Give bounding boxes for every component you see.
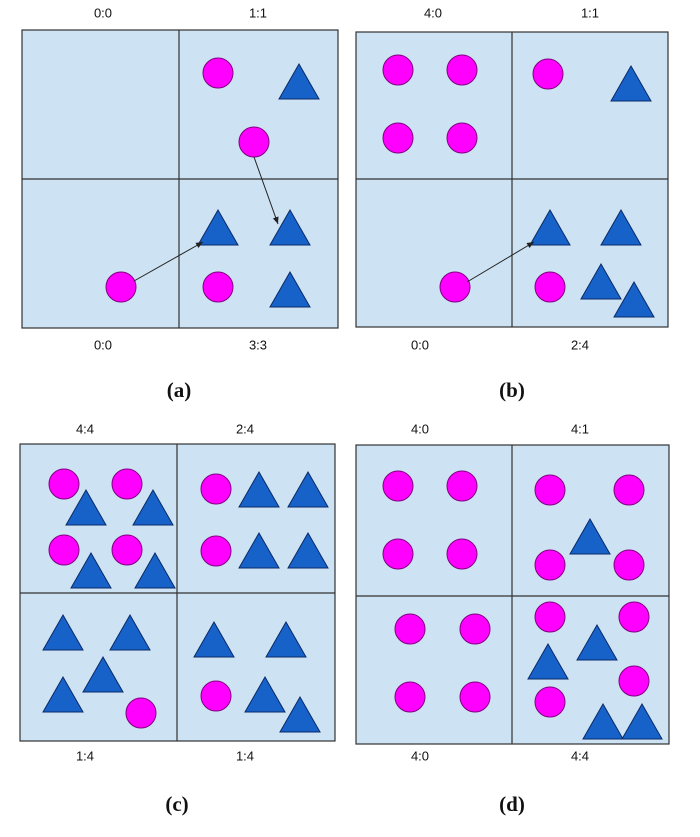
triangle bbox=[610, 64, 652, 102]
quadrant-label: 1:1 bbox=[581, 5, 599, 20]
triangle bbox=[613, 280, 655, 318]
arrow bbox=[253, 156, 279, 225]
triangle bbox=[265, 620, 307, 658]
circle bbox=[105, 271, 137, 303]
triangle bbox=[244, 675, 286, 713]
caption: (a) bbox=[167, 378, 192, 402]
circle bbox=[446, 538, 478, 570]
quadrant-label: 2:4 bbox=[571, 337, 589, 352]
caption: (c) bbox=[165, 792, 188, 816]
quadrant-label: 4:4 bbox=[76, 421, 94, 436]
triangle bbox=[569, 517, 611, 555]
quadrant-label: 4:4 bbox=[571, 748, 589, 763]
triangle bbox=[193, 620, 235, 658]
circle bbox=[382, 54, 414, 86]
quadrant-label: 4:0 bbox=[411, 748, 429, 763]
caption: (d) bbox=[499, 792, 525, 816]
triangle bbox=[70, 551, 112, 589]
circle bbox=[618, 601, 650, 633]
circle bbox=[111, 534, 143, 566]
circle bbox=[532, 58, 564, 90]
triangle bbox=[82, 655, 124, 693]
circle bbox=[202, 271, 234, 303]
caption: (b) bbox=[499, 378, 525, 402]
circle bbox=[534, 271, 566, 303]
triangle bbox=[582, 702, 624, 740]
triangle bbox=[279, 695, 321, 733]
circle bbox=[394, 613, 426, 645]
triangle bbox=[238, 531, 280, 569]
circle bbox=[200, 535, 232, 567]
triangle bbox=[621, 702, 663, 740]
quadrant-label: 4:0 bbox=[411, 421, 429, 436]
triangle bbox=[42, 675, 84, 713]
triangle bbox=[132, 488, 174, 526]
circle bbox=[48, 468, 80, 500]
triangle bbox=[134, 551, 176, 589]
triangle bbox=[269, 208, 311, 246]
triangle bbox=[65, 488, 107, 526]
circle bbox=[200, 473, 232, 505]
circle bbox=[534, 474, 566, 506]
triangle bbox=[580, 262, 622, 300]
circle bbox=[200, 680, 232, 712]
circle bbox=[382, 470, 414, 502]
triangle bbox=[109, 613, 151, 651]
triangle bbox=[42, 613, 84, 651]
triangle bbox=[278, 62, 320, 100]
circle bbox=[613, 549, 645, 581]
circle bbox=[534, 601, 566, 633]
circle bbox=[238, 126, 270, 158]
quadrant-label: 4:0 bbox=[424, 5, 442, 20]
circle bbox=[534, 686, 566, 718]
triangle bbox=[269, 270, 311, 308]
circle bbox=[439, 271, 471, 303]
circle bbox=[613, 474, 645, 506]
arrow bbox=[466, 241, 535, 283]
circle bbox=[459, 613, 491, 645]
circle bbox=[446, 54, 478, 86]
circle bbox=[202, 57, 234, 89]
quadrant-label: 1:4 bbox=[236, 748, 254, 763]
quadrant-label: 0:0 bbox=[94, 5, 112, 20]
circle bbox=[534, 549, 566, 581]
circle bbox=[382, 122, 414, 154]
triangle bbox=[576, 623, 618, 661]
circle bbox=[618, 665, 650, 697]
circle bbox=[111, 468, 143, 500]
circle bbox=[446, 470, 478, 502]
circle bbox=[446, 122, 478, 154]
triangle bbox=[197, 208, 239, 246]
triangle bbox=[287, 470, 329, 508]
quadrant-label: 3:3 bbox=[249, 337, 267, 352]
circle bbox=[382, 538, 414, 570]
quadrant-label: 2:4 bbox=[236, 421, 254, 436]
quadrant-label: 1:1 bbox=[249, 5, 267, 20]
triangle bbox=[600, 208, 642, 246]
circle bbox=[48, 534, 80, 566]
quadrant-label: 0:0 bbox=[94, 337, 112, 352]
triangle bbox=[529, 208, 571, 246]
quadrant-label: 1:4 bbox=[76, 748, 94, 763]
triangle bbox=[287, 531, 329, 569]
arrow bbox=[133, 241, 204, 282]
triangle bbox=[238, 470, 280, 508]
quadrant-label: 0:0 bbox=[411, 337, 429, 352]
circle bbox=[459, 681, 491, 713]
triangle bbox=[527, 642, 569, 680]
quadrant-label: 4:1 bbox=[571, 421, 589, 436]
circle bbox=[394, 681, 426, 713]
circle bbox=[125, 697, 157, 729]
